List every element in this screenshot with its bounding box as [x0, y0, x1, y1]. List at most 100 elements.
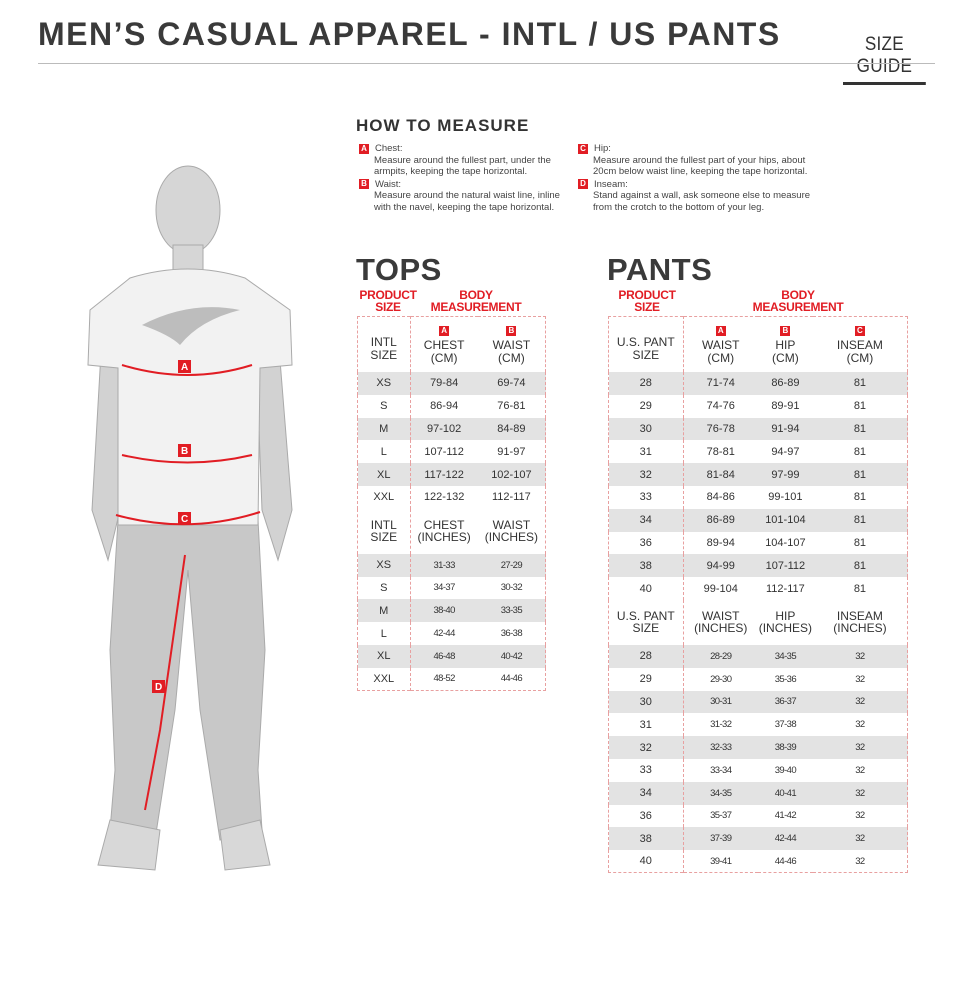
table-cell: XXL: [357, 667, 411, 691]
column-header: INSEAM (INCHES): [833, 608, 887, 636]
table-row: 40 39-41 44-46 32: [608, 850, 908, 873]
table-cell: 39-41: [710, 855, 732, 867]
table-cell: 38-39: [757, 736, 813, 759]
table-cell: 37-39: [683, 827, 758, 851]
table-row: XS 31-33 27-29: [357, 553, 546, 577]
table-row: 32 32-33 38-39 32: [608, 736, 908, 759]
table-cell: 117-122: [410, 463, 478, 486]
column-header: HIP (INCHES): [758, 608, 813, 636]
table-cell: 74-76: [706, 400, 735, 413]
column-header: WAIST (INCHES): [484, 517, 539, 545]
table-cell: 81: [853, 400, 867, 413]
measure-column-right: C Hip: Measure around the fullest part of …: [576, 143, 826, 213]
marker-badge: D: [578, 179, 588, 190]
table-cell: 102-107: [477, 463, 546, 486]
table-cell: 34-35: [757, 644, 813, 668]
table-row: XXL 122-132 112-117: [357, 485, 546, 509]
table-cell: 32: [855, 810, 865, 822]
table-cell: 81: [812, 463, 908, 486]
table-cell: 32: [855, 855, 865, 867]
table-cell: 30-32: [500, 582, 523, 594]
table-row: 32 81-84 97-99 81: [608, 463, 908, 486]
measure-item-waist: B Waist: Measure around the natural waist …: [357, 179, 562, 214]
table-cell: 32: [608, 463, 684, 486]
table-row: 28 71-74 86-89 81: [608, 372, 908, 395]
column-header: CHEST (CM): [423, 338, 465, 365]
table-row: 33 33-34 39-40 32: [608, 758, 908, 782]
pants-product-size-header: PRODUCT SIZE: [618, 288, 676, 314]
table-cell: 28: [608, 372, 684, 395]
table-cell: 38-40: [410, 599, 478, 623]
table-cell: 33-35: [477, 599, 546, 623]
table-cell: 37-38: [774, 719, 797, 731]
table-cell: 89-94: [706, 536, 735, 549]
table-cell: 32-33: [683, 736, 758, 759]
table-row: 28 28-29 34-35 32: [608, 644, 908, 668]
table-cell: 34: [608, 781, 684, 805]
table-row: 33 84-86 99-101 81: [608, 485, 908, 509]
marker-badge: C: [578, 143, 588, 154]
table-cell: 32: [812, 644, 908, 668]
table-cell: 89-91: [771, 400, 800, 413]
table-row: 29 29-30 35-36 32: [608, 667, 908, 691]
table-row: 40 99-104 112-117 81: [608, 577, 908, 600]
table-cell: 84-89: [477, 417, 546, 441]
column-header: INSEAM (CM): [836, 338, 883, 365]
table-cell: 76-78: [683, 417, 758, 441]
tops-body-measurement-header: BODY MEASUREMENT: [430, 288, 522, 314]
table-cell: 32: [855, 673, 865, 685]
table-cell: 81-84: [683, 463, 758, 486]
measure-label: Waist:: [375, 178, 402, 190]
figure-marker-a: A: [181, 362, 188, 373]
table-cell: 40-41: [757, 781, 813, 805]
column-header: CHEST (INCHES): [417, 517, 471, 545]
table-cell: 97-99: [757, 463, 813, 486]
table-row: 30 76-78 91-94 81: [608, 417, 908, 441]
table-row: XL 117-122 102-107: [357, 463, 546, 486]
table-cell: 35-37: [710, 810, 732, 822]
table-cell: 39-40: [774, 764, 797, 776]
table-cell: 32: [812, 690, 908, 714]
column-header: INTL SIZE: [370, 335, 398, 362]
pants-cm-header-row: U.S. PANT SIZE A WAIST (CM) B HIP (CM) C INSEAM (C…: [608, 316, 908, 372]
measure-item-hip: C Hip: Measure around the fullest part of …: [576, 143, 826, 178]
tops-title: TOPS: [356, 252, 442, 287]
table-cell: 32: [812, 781, 908, 805]
table-cell: 34: [608, 508, 684, 532]
figure-marker-d: D: [155, 682, 162, 693]
table-row: XXL 48-52 44-46: [357, 667, 546, 691]
marker-badge: A: [715, 326, 726, 336]
table-cell: 36: [608, 531, 684, 555]
marker-badge: A: [359, 143, 369, 154]
page-title: MEN’S CASUAL APPAREL - INTL / US PANTS: [38, 16, 781, 52]
table-cell: 38: [608, 554, 684, 578]
table-cell: 48-52: [433, 673, 455, 685]
table-cell: 31-33: [410, 553, 478, 577]
column-header: WAIST (CM): [701, 338, 740, 365]
column-header: U.S. PANT SIZE: [616, 335, 675, 362]
table-cell: 28-29: [683, 644, 758, 668]
table-row: 31 78-81 94-97 81: [608, 440, 908, 464]
table-cell: 81: [853, 445, 867, 458]
table-cell: 86-89: [683, 508, 758, 532]
table-cell: 42-44: [433, 628, 455, 640]
table-cell: 33: [608, 758, 684, 782]
table-cell: 33: [608, 485, 684, 509]
table-cell: 86-94: [430, 400, 459, 413]
table-cell: 31: [608, 713, 684, 737]
table-cell: 31: [608, 440, 684, 464]
table-cell: 32: [608, 736, 684, 759]
table-cell: L: [357, 440, 411, 464]
table-cell: 81: [853, 536, 867, 549]
table-cell: 32: [812, 827, 908, 851]
table-cell: 32: [812, 736, 908, 759]
table-row: S 86-94 76-81: [357, 394, 546, 418]
table-row: 29 74-76 89-91 81: [608, 394, 908, 418]
table-cell: S: [357, 394, 411, 418]
table-cell: 38: [608, 827, 684, 851]
table-row: M 97-102 84-89: [357, 417, 546, 441]
measure-description: Measure around the fullest part of your …: [593, 154, 808, 178]
table-cell: 36: [608, 804, 684, 828]
table-cell: 81: [853, 491, 867, 504]
table-row: 38 94-99 107-112 81: [608, 554, 908, 578]
